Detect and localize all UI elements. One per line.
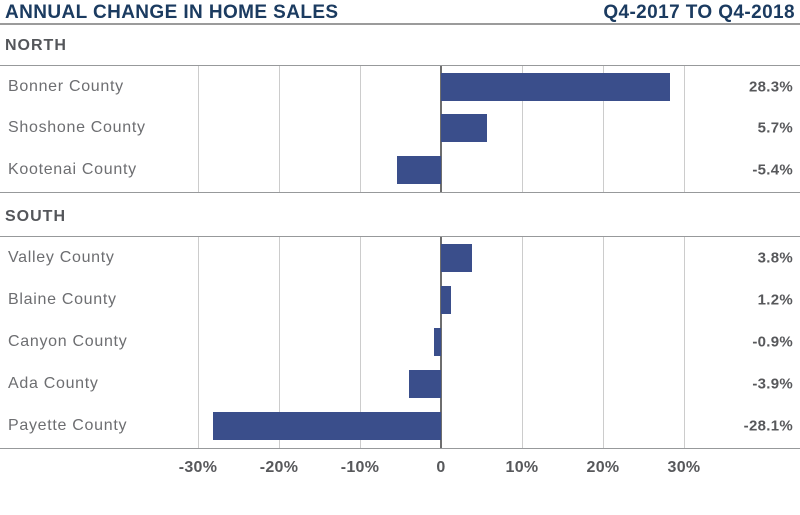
gridline bbox=[278, 66, 280, 192]
bar-payette-county bbox=[213, 412, 441, 440]
category-label: Kootenai County bbox=[8, 161, 137, 179]
bar-valley-county bbox=[441, 244, 472, 272]
axis-tick-label: 20% bbox=[586, 459, 620, 476]
axis-tick-label: -20% bbox=[259, 459, 299, 476]
x-axis: -30% -20% -10% 0 10% 20% 30% bbox=[0, 453, 800, 481]
bar-canyon-county bbox=[433, 328, 441, 356]
bar-blaine-county bbox=[441, 286, 451, 314]
category-label: Valley County bbox=[8, 249, 115, 266]
zero-axis-line bbox=[440, 237, 442, 448]
gridline bbox=[521, 66, 523, 192]
gridline bbox=[197, 237, 199, 448]
gridline bbox=[683, 237, 685, 448]
value-label: -3.9% bbox=[752, 375, 793, 393]
gridline bbox=[602, 237, 604, 448]
axis-tick-label: 10% bbox=[505, 459, 539, 476]
bar-plot-south: Valley County 3.8% Blaine County 1.2% Canyon… bbox=[0, 236, 800, 449]
axis-tick-label: -10% bbox=[340, 459, 380, 476]
bar-bonner-county bbox=[441, 72, 671, 101]
value-label: -0.9% bbox=[752, 333, 793, 351]
chart-row-kootenai-county: Kootenai County -5.4% bbox=[0, 149, 800, 191]
gridline bbox=[359, 237, 361, 448]
value-label: -28.1% bbox=[743, 417, 793, 435]
gridline bbox=[359, 66, 361, 192]
bar-ada-county bbox=[409, 370, 441, 398]
axis-tick-label: 30% bbox=[667, 459, 701, 476]
category-label: Payette County bbox=[8, 417, 128, 434]
page-title: ANNUAL CHANGE IN HOME SALES bbox=[5, 2, 339, 23]
chart-row-canyon-county: Canyon County -0.9% bbox=[0, 321, 800, 363]
bar-kootenai-county bbox=[397, 156, 441, 185]
gridline bbox=[197, 66, 199, 192]
period-label: Q4-2017 TO Q4-2018 bbox=[603, 2, 795, 23]
gridline bbox=[602, 66, 604, 192]
gridline bbox=[683, 66, 685, 192]
bar-plot-north: Bonner County 28.3% Shoshone County 5.7% Koo… bbox=[0, 65, 800, 193]
chart-row-ada-county: Ada County -3.9% bbox=[0, 363, 800, 405]
category-label: Ada County bbox=[8, 375, 99, 392]
section-label-north: NORTH bbox=[5, 37, 67, 54]
value-label: 28.3% bbox=[748, 78, 793, 96]
chart-row-shoshone-county: Shoshone County 5.7% bbox=[0, 108, 800, 150]
section-label-south: SOUTH bbox=[5, 208, 66, 225]
axis-tick-label: 0 bbox=[436, 459, 446, 476]
category-label: Bonner County bbox=[8, 77, 124, 95]
chart-row-valley-county: Valley County 3.8% bbox=[0, 237, 800, 279]
gridline bbox=[278, 237, 280, 448]
bar-shoshone-county bbox=[441, 114, 488, 143]
chart-header: ANNUAL CHANGE IN HOME SALES Q4-2017 TO Q… bbox=[0, 0, 800, 25]
chart-row-blaine-county: Blaine County 1.2% bbox=[0, 279, 800, 321]
axis-tick-label: -30% bbox=[178, 459, 218, 476]
value-label: 5.7% bbox=[757, 119, 793, 137]
category-label: Blaine County bbox=[8, 291, 117, 308]
category-label: Canyon County bbox=[8, 333, 128, 350]
value-label: -5.4% bbox=[752, 161, 793, 179]
value-label: 3.8% bbox=[757, 249, 793, 267]
category-label: Shoshone County bbox=[8, 119, 146, 137]
value-label: 1.2% bbox=[757, 291, 793, 309]
gridline bbox=[521, 237, 523, 448]
chart-row-bonner-county: Bonner County 28.3% bbox=[0, 66, 800, 108]
chart-row-payette-county: Payette County -28.1% bbox=[0, 405, 800, 447]
